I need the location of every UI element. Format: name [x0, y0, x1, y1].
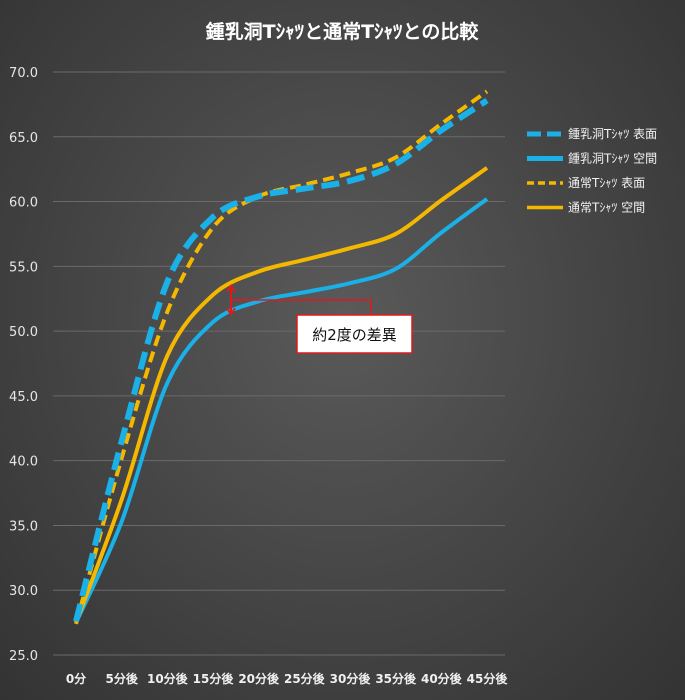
- legend-label: 通常Tｼｬﾂ 空間: [568, 201, 645, 215]
- legend-label: 鍾乳洞Tｼｬﾂ 表面: [568, 127, 657, 141]
- gridlines: [53, 71, 505, 656]
- legend-label: 通常Tｼｬﾂ 表面: [568, 176, 645, 190]
- y-tick-label: 45.0: [9, 390, 38, 405]
- y-tick-label: 70.0: [9, 66, 38, 81]
- y-tick-label: 40.0: [9, 455, 38, 470]
- annotation-label: 約2度の差異: [312, 326, 397, 344]
- y-tick-label: 30.0: [9, 584, 38, 599]
- x-tick-label: 10分後: [147, 671, 189, 686]
- x-tick-label: 5分後: [105, 671, 138, 686]
- legend-label: 鍾乳洞Tｼｬﾂ 空間: [568, 152, 657, 166]
- y-axis-ticks: 25.0 30.0 35.0 40.0 45.0 50.0 55.0 60.0 65.0 70.0: [9, 66, 38, 664]
- series-line-3: [74, 166, 489, 624]
- x-tick-label: 45分後: [467, 671, 509, 686]
- y-tick-label: 65.0: [9, 131, 38, 146]
- series-line-1: [74, 197, 489, 624]
- x-tick-label: 15分後: [193, 671, 235, 686]
- x-tick-label: 25分後: [284, 671, 326, 686]
- x-tick-label: 35分後: [375, 671, 417, 686]
- x-tick-label: 20分後: [238, 671, 280, 686]
- series-line-0: [73, 97, 489, 623]
- x-tick-label: 40分後: [421, 671, 463, 686]
- annotation: 約2度の差異: [226, 283, 413, 354]
- annotation-leader: [231, 299, 372, 315]
- y-tick-label: 35.0: [9, 519, 38, 534]
- y-tick-label: 25.0: [9, 649, 38, 664]
- annotation-arrow-top: [226, 283, 236, 293]
- annotation-box: [296, 314, 413, 354]
- x-tick-label: 30分後: [330, 671, 372, 686]
- annotation-arrow-bottom: [226, 307, 236, 317]
- chart-title: 鍾乳洞Tｼｬﾂと通常Tｼｬﾂとの比較: [206, 20, 480, 43]
- x-tick-label: 0分: [66, 671, 86, 686]
- series-line-2: [74, 89, 489, 625]
- y-tick-label: 50.0: [9, 325, 38, 340]
- y-tick-label: 55.0: [9, 260, 38, 275]
- y-tick-label: 60.0: [9, 196, 38, 211]
- x-axis-ticks: 0分 5分後 10分後 15分後 20分後 25分後 30分後 35分後 40分後 45分後: [66, 671, 509, 686]
- series-lines: [73, 89, 489, 625]
